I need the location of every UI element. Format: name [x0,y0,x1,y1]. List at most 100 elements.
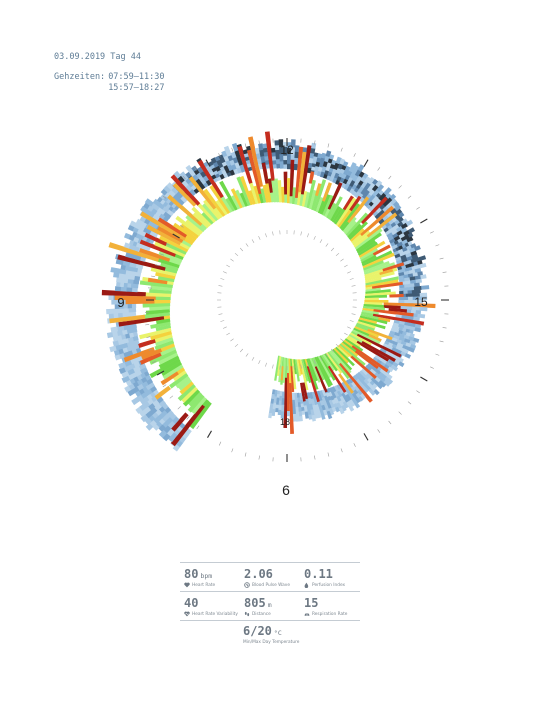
tick-mark [179,224,184,228]
green-segment [297,359,303,375]
blue-segment [409,276,416,281]
green-segment [365,279,399,288]
blue-segment [278,400,282,406]
blue-segment [126,341,134,348]
inner-tick [226,264,230,268]
blue-segment [409,340,416,346]
inner-tick [251,357,255,361]
blue-segment [110,326,118,333]
blue-segment [412,272,419,277]
blue-segment [278,405,282,411]
blue-segment [404,277,411,282]
blue-segment [132,335,139,342]
green-segment [301,191,308,207]
blue-segment [394,359,401,365]
green-segment [281,186,285,203]
blue-segment [348,382,354,389]
blue-segment [313,155,318,161]
green-segment [160,262,179,271]
blue-segment [418,262,427,269]
blue-segment [307,162,313,169]
heart-icon [184,582,190,588]
blue-segment [131,311,137,317]
stat-hrv: 40 Heart Rate Variability [180,592,240,620]
tick-mark [244,452,247,457]
blue-segment [346,184,353,193]
blue-segment [331,392,337,399]
blue-segment [384,376,394,385]
tick-mark [442,327,447,329]
blue-segment [140,414,149,423]
hot-segment [118,316,165,327]
tick-mark [435,353,440,356]
hot-segment [383,305,401,310]
blue-segment [119,282,125,288]
blue-segment [348,405,355,412]
blue-segment [149,230,159,238]
blue-segment [283,155,288,161]
blue-segment [343,396,350,403]
blue-segment [128,274,135,280]
blue-segment [106,308,115,315]
blue-segment [116,277,123,283]
blue-segment [271,408,276,416]
blue-segment [338,400,345,407]
blue-segment [417,271,423,276]
green-segment [359,248,379,261]
blue-segment [255,152,261,160]
blue-segment [333,385,340,393]
green-segment [191,206,212,227]
green-segment [340,342,359,357]
green-segment [194,199,216,223]
blue-segment [120,286,127,292]
green-segment [363,306,385,311]
blue-segment [383,379,391,387]
blue-segment [328,391,333,398]
blue-segment [341,392,347,399]
divider [180,591,360,592]
blue-segment [364,176,371,184]
inner-tick [325,243,329,247]
hot-segment [289,159,295,197]
blue-segment [396,230,403,236]
green-segment [336,345,350,358]
tick-mark [430,231,434,234]
blue-segment [341,182,347,189]
green-segment [158,355,180,369]
blue-segment [341,381,347,389]
green-segment [352,230,371,246]
perfusion-label: Perfusion Index [312,582,346,588]
green-segment [169,372,189,389]
hot-segment [170,174,201,206]
blue-segment [300,399,304,405]
tick-mark [398,185,402,189]
blue-segment [310,398,316,406]
green-segment [182,389,200,407]
blue-segment [313,169,319,176]
blue-segment [336,395,342,403]
hot-segment [123,347,155,363]
blue-segment [118,352,125,359]
blue-segment [413,261,419,267]
blue-segment [329,395,335,401]
blue-segment [352,174,359,182]
blue-segment [185,171,192,179]
date-line: 03.09.2019 Tag 44 [54,52,141,62]
blue-segment [312,159,317,164]
hot-segment [280,366,284,381]
blue-segment [398,278,406,283]
blue-segment [352,165,360,174]
blue-segment [298,411,303,417]
blue-segment [327,396,332,402]
blue-segment [331,399,337,405]
hot-segment [139,247,171,262]
stat-blood-pulse-wave: 2.06 Blood Pulse Wave [240,563,300,591]
blue-segment [124,232,131,240]
tick-mark [327,452,330,457]
blue-segment [152,198,161,207]
blue-segment [295,406,299,415]
hot-segment [283,377,287,428]
blue-segment [382,214,390,222]
inner-tick [347,271,352,274]
blue-segment [311,166,316,171]
